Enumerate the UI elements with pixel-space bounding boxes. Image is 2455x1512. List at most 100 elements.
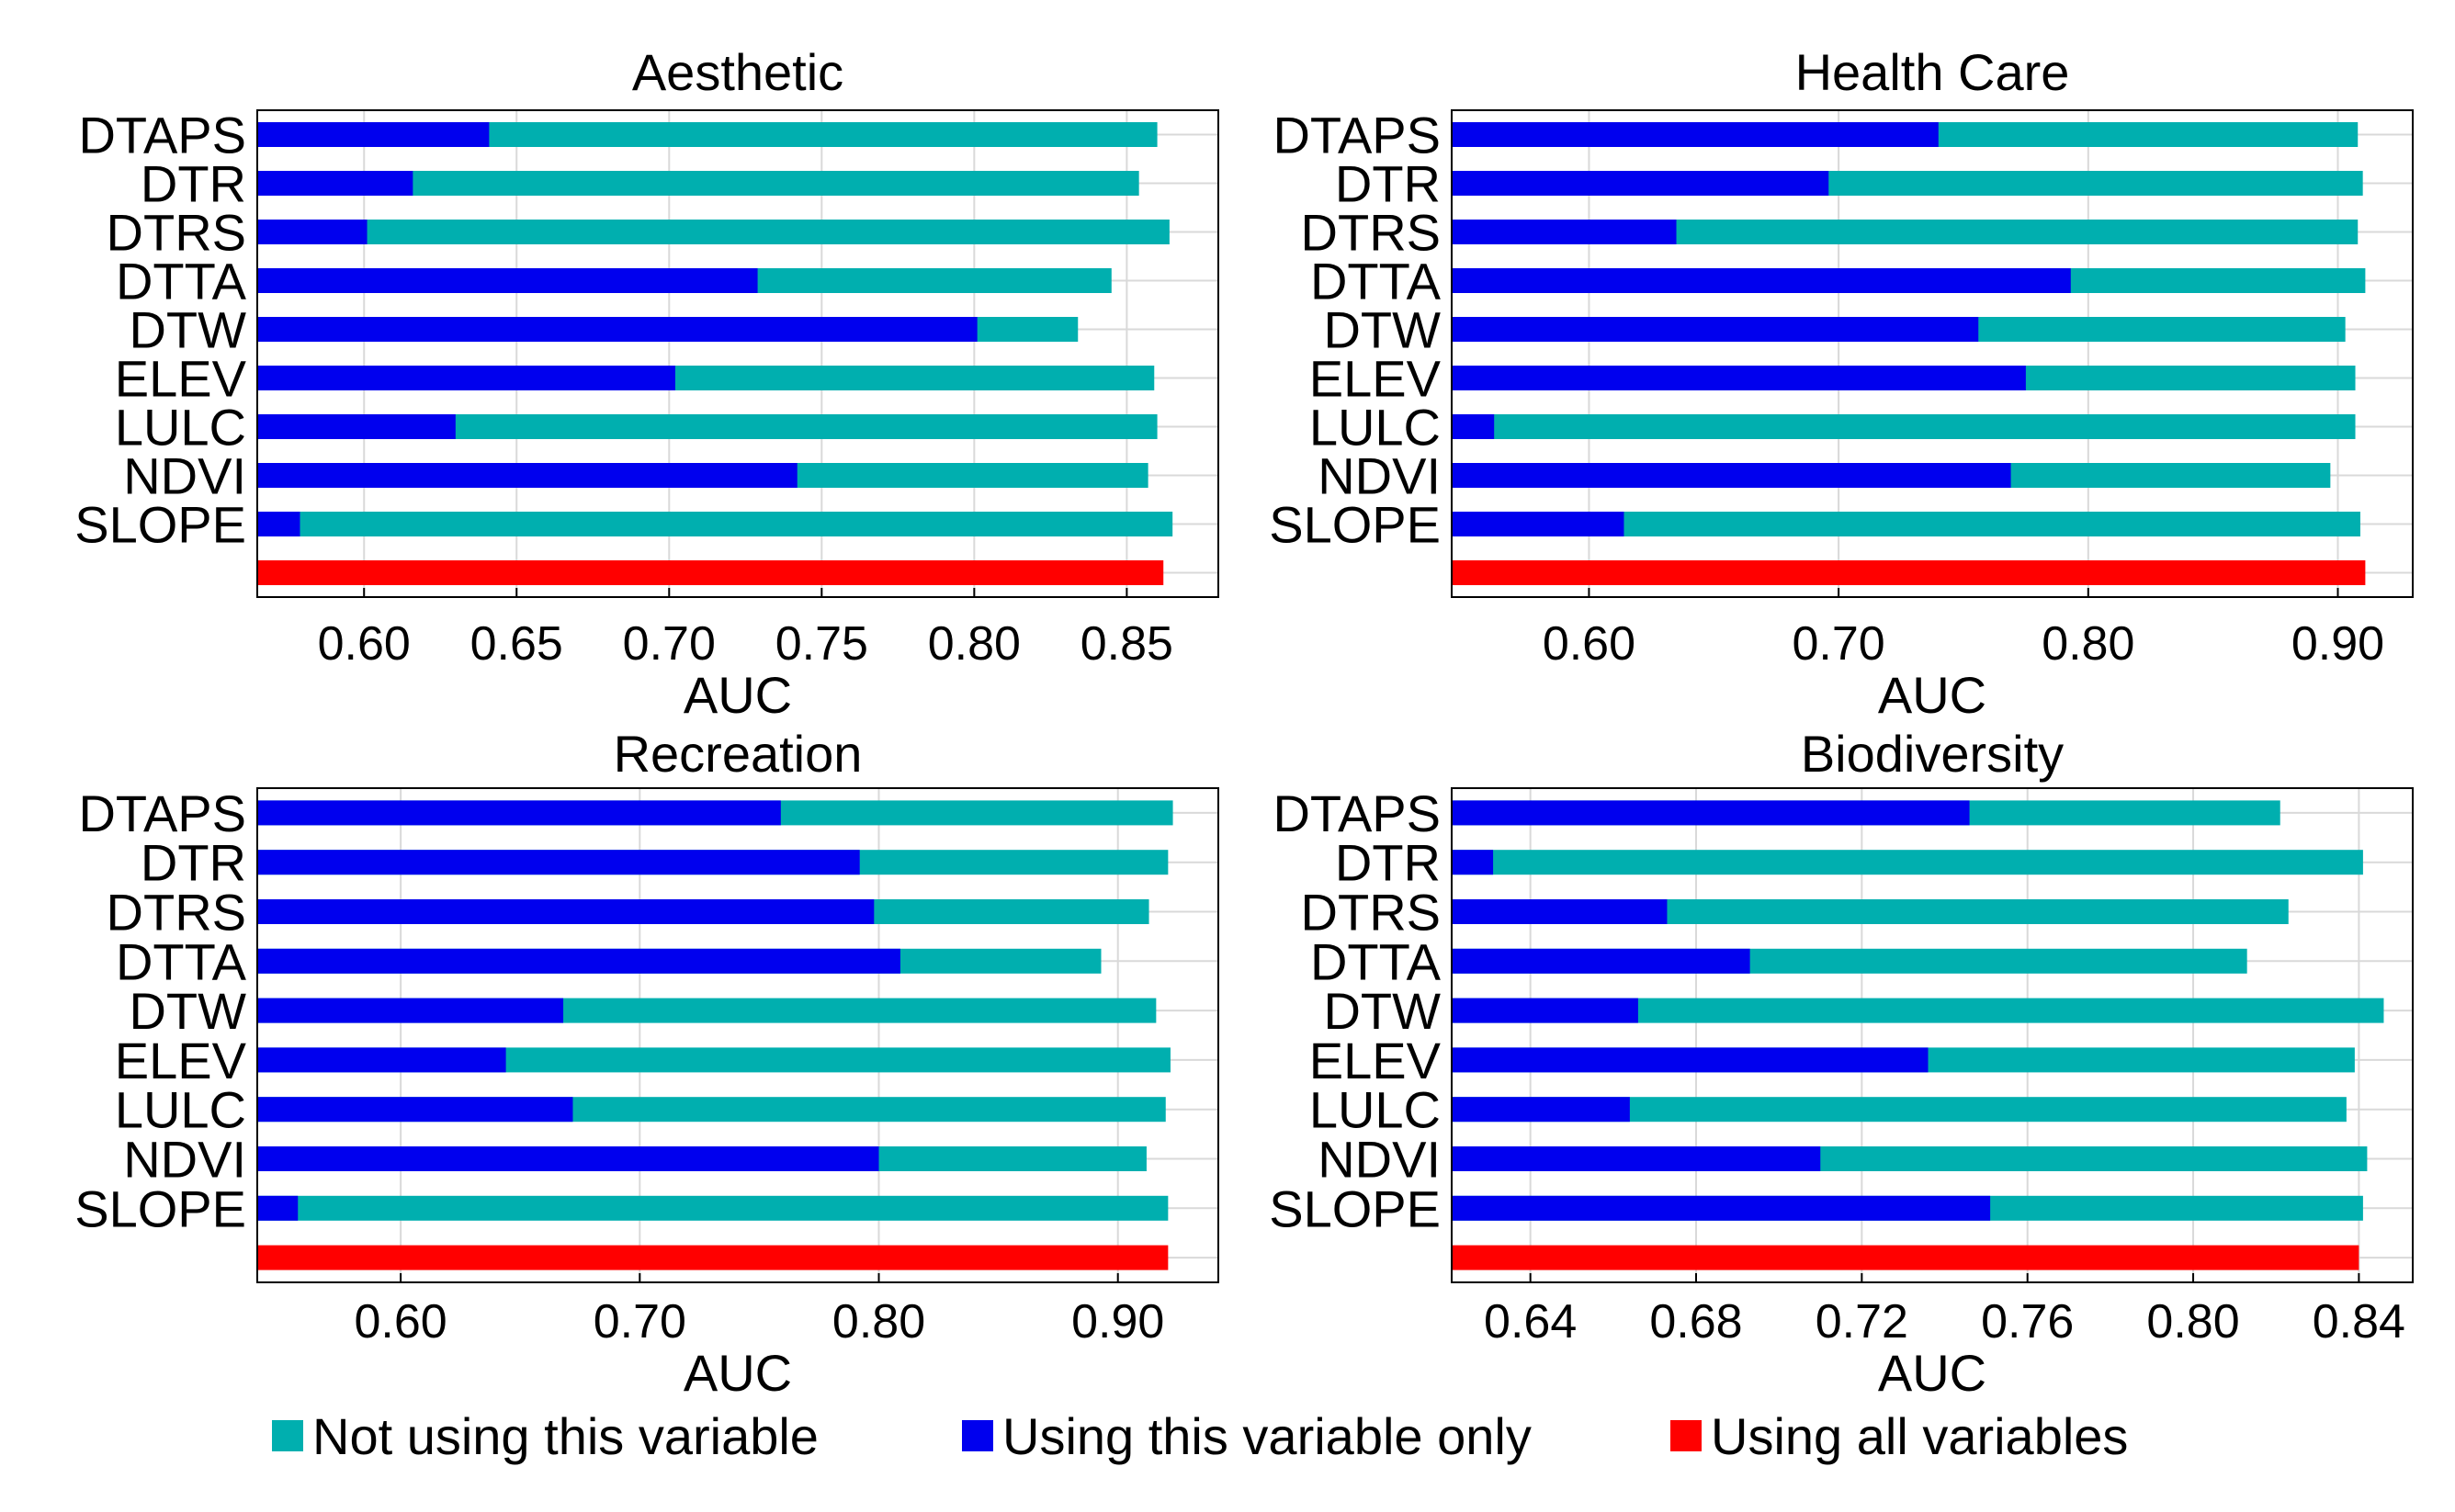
bar-using-only-dtrs	[257, 220, 368, 244]
category-label-lulc: LULC	[1309, 399, 1441, 457]
category-label-dtaps: DTAPS	[78, 107, 246, 164]
bar-using-only-elev	[1452, 366, 2026, 390]
bar-not-using-dtr	[1452, 850, 2363, 875]
x-tick-label: 0.80	[832, 1295, 925, 1348]
x-tick-label: 0.68	[1649, 1295, 1742, 1348]
category-label-slope: SLOPE	[74, 496, 246, 554]
x-tick-label: 0.90	[1071, 1295, 1164, 1348]
bar-not-using-dtrs	[257, 220, 1170, 244]
category-label-dtr: DTR	[1335, 834, 1441, 892]
x-tick-label: 0.70	[1793, 617, 1885, 671]
x-tick-label: 0.80	[2146, 1295, 2239, 1348]
bar-using-only-dtaps	[257, 122, 490, 147]
category-label-dtw: DTW	[129, 982, 246, 1040]
category-label-dtw: DTW	[1323, 301, 1441, 359]
category-label-ndvi: NDVI	[123, 447, 246, 505]
bar-using-only-lulc	[1452, 414, 1495, 439]
legend: Not using this variable Using this variab…	[272, 1407, 2128, 1465]
x-tick-label: 0.60	[355, 1295, 447, 1348]
plot-frame	[1451, 109, 2414, 598]
bar-using-only-ndvi	[257, 1146, 879, 1171]
bar-using-only-slope	[257, 1195, 299, 1221]
bar-all-variables	[1452, 1245, 2359, 1270]
bar-using-only-ndvi	[257, 463, 798, 488]
plot-frame	[1451, 787, 2414, 1283]
x-axis-label: AUC	[684, 1344, 792, 1402]
bar-using-only-lulc	[257, 414, 456, 439]
x-axis-label: AUC	[684, 666, 792, 724]
x-tick-label: 0.80	[928, 617, 1021, 671]
bar-using-only-elev	[257, 1047, 506, 1073]
chart-title: Health Care	[1795, 43, 2070, 101]
category-label-lulc: LULC	[115, 1081, 246, 1139]
chart-panel-biodiversity: Biodiversity DTAPSDTRDTRSDTTADTWELEVLULCN…	[1269, 725, 2414, 1402]
chart-panel-recreation: Recreation DTAPSDTRDTRSDTTADTWELEVLULCNDV…	[74, 725, 1219, 1402]
x-tick-label: 0.70	[623, 617, 716, 671]
category-label-dtta: DTTA	[1310, 932, 1442, 990]
bar-using-only-dtw	[257, 317, 978, 342]
legend-label-not-using: Not using this variable	[312, 1407, 819, 1465]
x-tick-label: 0.84	[2313, 1295, 2405, 1348]
category-label-dtr: DTR	[141, 155, 246, 213]
bar-using-only-dtta	[1452, 948, 1750, 974]
bar-using-only-dtaps	[1452, 122, 1939, 147]
x-tick-label: 0.76	[1981, 1295, 2074, 1348]
x-tick-label: 0.85	[1080, 617, 1173, 671]
category-label-ndvi: NDVI	[1318, 447, 1441, 505]
category-label-ndvi: NDVI	[123, 1131, 246, 1189]
category-label-dtw: DTW	[1323, 982, 1441, 1040]
legend-swatch-using-only	[962, 1420, 993, 1451]
chart-panel-health-care: Health Care DTAPSDTRDTRSDTTADTWELEVLULCND…	[1269, 43, 2414, 724]
category-label-dtrs: DTRS	[107, 884, 246, 942]
bar-using-only-dtr	[1452, 850, 1494, 875]
category-label-dtta: DTTA	[116, 932, 247, 990]
chart-title: Recreation	[614, 725, 863, 783]
x-tick-label: 0.60	[1543, 617, 1635, 671]
x-tick-label: 0.64	[1484, 1295, 1577, 1348]
bar-not-using-lulc	[1452, 414, 2356, 439]
x-tick-label: 0.60	[318, 617, 411, 671]
category-label-dtr: DTR	[1335, 155, 1441, 213]
bar-using-only-elev	[1452, 1047, 1929, 1073]
bar-using-only-lulc	[257, 1097, 573, 1123]
category-label-dtr: DTR	[141, 834, 246, 892]
category-label-dtta: DTTA	[116, 253, 247, 310]
bar-using-only-dtta	[257, 268, 758, 293]
category-label-dtrs: DTRS	[1301, 884, 1441, 942]
bar-using-only-dtaps	[257, 800, 781, 826]
category-label-dtaps: DTAPS	[1273, 107, 1441, 164]
bar-using-only-dtta	[1452, 268, 2071, 293]
bar-using-only-dtw	[1452, 317, 1979, 342]
bar-using-only-dtrs	[257, 899, 875, 924]
bar-not-using-slope	[257, 1195, 1169, 1221]
category-label-dtw: DTW	[129, 301, 246, 359]
bar-using-only-dtr	[257, 171, 413, 196]
legend-label-using-only: Using this variable only	[1002, 1407, 1532, 1465]
bar-all-variables	[257, 560, 1164, 585]
category-label-slope: SLOPE	[1269, 496, 1441, 554]
bar-using-only-ndvi	[1452, 1146, 1821, 1171]
category-label-elev: ELEV	[1309, 1032, 1442, 1089]
bar-all-variables	[1452, 560, 2366, 585]
legend-swatch-not-using	[272, 1420, 303, 1451]
bar-using-only-dtta	[257, 948, 900, 974]
bar-using-only-dtrs	[1452, 899, 1668, 924]
bar-using-only-elev	[257, 366, 675, 390]
category-label-slope: SLOPE	[74, 1179, 246, 1237]
category-label-elev: ELEV	[115, 1032, 247, 1089]
legend-label-all-variables: Using all variables	[1711, 1407, 2128, 1465]
x-tick-label: 0.70	[594, 1295, 686, 1348]
category-label-dtta: DTTA	[1310, 253, 1442, 310]
plot-frame	[256, 109, 1219, 598]
category-label-dtaps: DTAPS	[1273, 784, 1441, 842]
x-tick-label: 0.65	[470, 617, 563, 671]
bar-using-only-dtw	[1452, 998, 1638, 1023]
category-label-dtrs: DTRS	[107, 204, 246, 262]
x-axis-label: AUC	[1878, 1344, 1986, 1402]
category-label-dtaps: DTAPS	[78, 784, 246, 842]
bar-using-only-dtw	[257, 998, 564, 1023]
x-tick-label: 0.75	[775, 617, 868, 671]
category-label-elev: ELEV	[115, 350, 247, 408]
x-tick-label: 0.80	[2042, 617, 2134, 671]
